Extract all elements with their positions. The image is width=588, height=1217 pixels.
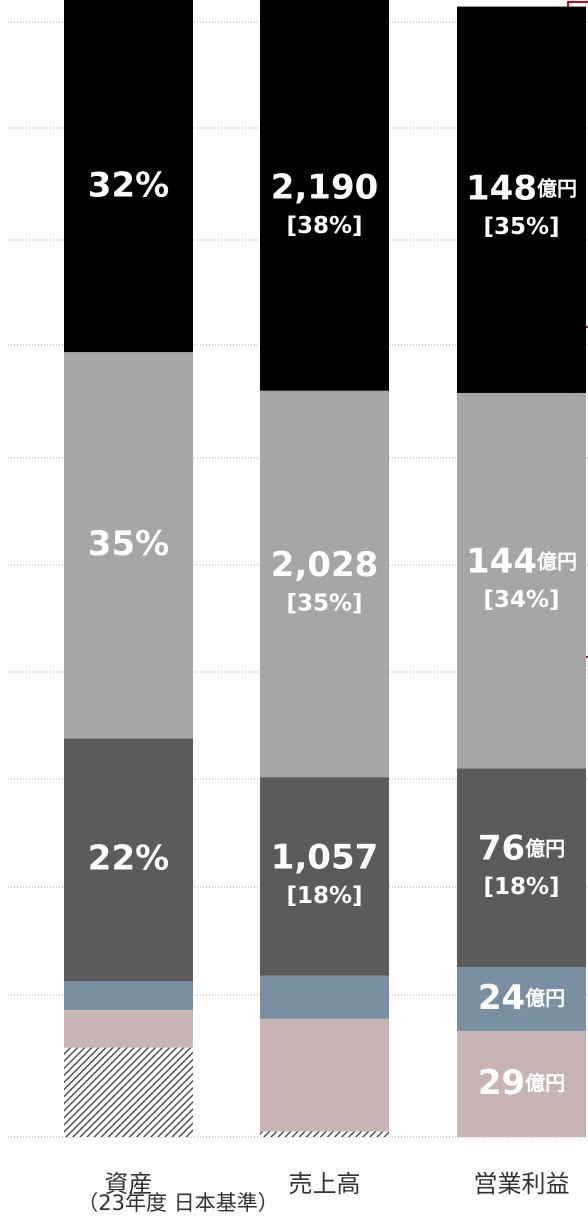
amount: 29 bbox=[478, 1063, 525, 1103]
value-label: [18%] bbox=[483, 874, 559, 900]
bar-segment bbox=[457, 768, 586, 967]
x-tick-label: 資産 bbox=[105, 1170, 153, 1198]
x-tick-label: 売上高 bbox=[289, 1170, 361, 1198]
amount: 2,190 bbox=[271, 167, 379, 207]
bar-segment bbox=[260, 975, 389, 1019]
value-label: [18%] bbox=[286, 883, 362, 909]
amount: 148 bbox=[466, 168, 537, 208]
bar-segment bbox=[260, 1018, 389, 1132]
bar-segment bbox=[64, 0, 193, 353]
unit: 億円 bbox=[525, 986, 565, 1010]
amount: 144 bbox=[466, 541, 537, 581]
unit: 億円 bbox=[525, 836, 565, 860]
unit: 億円 bbox=[537, 549, 577, 573]
bar-segment bbox=[260, 777, 389, 976]
amount-label: 1,057 bbox=[271, 837, 379, 877]
bar-segment bbox=[260, 1131, 389, 1137]
bar-segment bbox=[457, 6, 586, 393]
value-label: 32% bbox=[88, 166, 169, 206]
value-label: [34%] bbox=[483, 587, 559, 613]
amount-label: 144億円 bbox=[466, 541, 577, 581]
bar-segment bbox=[64, 1010, 193, 1048]
bar-segment bbox=[64, 981, 193, 1011]
amount-label: 2,190 bbox=[271, 167, 379, 207]
bar-segment bbox=[64, 738, 193, 982]
amount-label: 148億円 bbox=[466, 168, 577, 208]
amount: 2,028 bbox=[271, 544, 379, 584]
x-tick-label: 営業利益 bbox=[474, 1170, 570, 1198]
amount-label: 76億円 bbox=[478, 828, 565, 868]
bar-segment bbox=[64, 1047, 193, 1137]
value-label: [35%] bbox=[483, 214, 559, 240]
amount: 24 bbox=[478, 978, 525, 1018]
unit: 億円 bbox=[525, 1071, 565, 1095]
bar-segment bbox=[457, 392, 586, 769]
amount-label: 29億円 bbox=[478, 1063, 565, 1103]
amount: 1,057 bbox=[271, 837, 379, 877]
value-label: [38%] bbox=[286, 213, 362, 239]
value-label: 35% bbox=[88, 524, 169, 564]
amount: 76 bbox=[478, 828, 525, 868]
note: （23年度 日本基準） bbox=[77, 1191, 278, 1215]
bar-segment bbox=[457, 966, 586, 1032]
value-label: [35%] bbox=[286, 590, 362, 616]
bar-segment bbox=[260, 390, 389, 778]
unit: 億円 bbox=[537, 176, 577, 200]
bar-segment bbox=[64, 352, 193, 739]
bar-segment bbox=[260, 0, 389, 391]
amount-label: 2,028 bbox=[271, 544, 379, 584]
amount-label: 24億円 bbox=[478, 978, 565, 1018]
bar-segment bbox=[457, 1031, 586, 1137]
value-label: 22% bbox=[88, 838, 169, 878]
